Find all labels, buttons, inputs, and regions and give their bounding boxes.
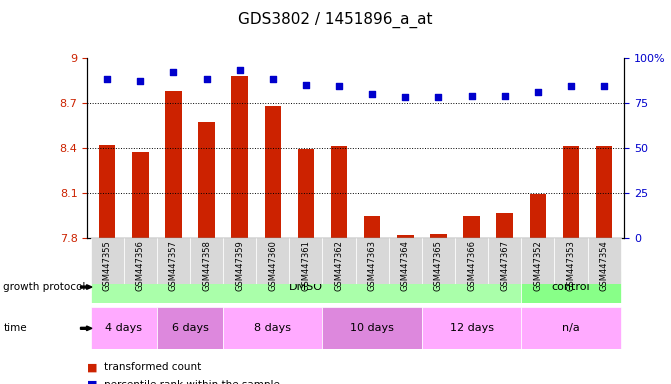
Bar <box>231 76 248 238</box>
Text: GSM447352: GSM447352 <box>533 240 542 291</box>
Point <box>433 94 444 100</box>
Bar <box>529 194 546 238</box>
Bar <box>289 238 323 284</box>
Bar <box>223 307 323 349</box>
Bar <box>422 307 521 349</box>
Bar <box>563 146 579 238</box>
Text: 12 days: 12 days <box>450 323 494 333</box>
Bar <box>298 149 314 238</box>
Point <box>333 83 344 89</box>
Point <box>135 78 146 84</box>
Bar <box>323 307 422 349</box>
Bar <box>91 307 157 349</box>
Bar <box>165 91 182 238</box>
Bar <box>521 307 621 349</box>
Bar <box>157 238 190 284</box>
Text: 10 days: 10 days <box>350 323 394 333</box>
Bar <box>190 238 223 284</box>
Point <box>499 93 510 99</box>
Bar <box>554 238 588 284</box>
Point <box>599 83 609 89</box>
Bar <box>91 271 521 303</box>
Bar <box>389 238 422 284</box>
Text: GDS3802 / 1451896_a_at: GDS3802 / 1451896_a_at <box>238 12 433 28</box>
Text: control: control <box>552 282 590 292</box>
Text: 8 days: 8 days <box>254 323 291 333</box>
Text: GSM447363: GSM447363 <box>368 240 376 291</box>
Text: ■: ■ <box>87 362 98 372</box>
Bar <box>488 238 521 284</box>
Text: GSM447367: GSM447367 <box>501 240 509 291</box>
Bar <box>264 106 281 238</box>
Text: GSM447361: GSM447361 <box>301 240 311 291</box>
Bar <box>323 238 356 284</box>
Text: GSM447358: GSM447358 <box>202 240 211 291</box>
Point <box>234 67 245 73</box>
Point <box>268 76 278 82</box>
Bar <box>588 238 621 284</box>
Bar <box>463 215 480 238</box>
Text: 6 days: 6 days <box>172 323 209 333</box>
Text: DMSO: DMSO <box>289 282 323 292</box>
Bar <box>397 235 413 238</box>
Bar <box>91 238 123 284</box>
Text: growth protocol: growth protocol <box>3 282 86 292</box>
Text: GSM447356: GSM447356 <box>136 240 145 291</box>
Bar <box>132 152 148 238</box>
Text: GSM447357: GSM447357 <box>169 240 178 291</box>
Point <box>102 76 113 82</box>
Point <box>466 93 477 99</box>
Bar <box>223 238 256 284</box>
Bar <box>521 238 554 284</box>
Bar <box>157 307 223 349</box>
Bar <box>331 146 348 238</box>
Text: GSM447355: GSM447355 <box>103 240 111 291</box>
Bar <box>198 122 215 238</box>
Bar <box>123 238 157 284</box>
Point <box>168 69 178 75</box>
Text: GSM447354: GSM447354 <box>600 240 609 291</box>
Text: time: time <box>3 323 27 333</box>
Text: GSM447364: GSM447364 <box>401 240 410 291</box>
Bar <box>422 238 455 284</box>
Text: GSM447365: GSM447365 <box>434 240 443 291</box>
Bar <box>256 238 289 284</box>
Text: GSM447366: GSM447366 <box>467 240 476 291</box>
Bar <box>99 145 115 238</box>
Point <box>400 94 411 100</box>
Text: transformed count: transformed count <box>104 362 201 372</box>
Text: GSM447359: GSM447359 <box>235 240 244 291</box>
Text: percentile rank within the sample: percentile rank within the sample <box>104 380 280 384</box>
Bar <box>430 233 447 238</box>
Point <box>367 91 378 97</box>
Point <box>533 89 544 95</box>
Bar <box>497 212 513 238</box>
Bar <box>356 238 389 284</box>
Text: GSM447360: GSM447360 <box>268 240 277 291</box>
Text: 4 days: 4 days <box>105 323 142 333</box>
Text: GSM447353: GSM447353 <box>566 240 576 291</box>
Point <box>566 83 576 89</box>
Text: n/a: n/a <box>562 323 580 333</box>
Point <box>301 82 311 88</box>
Bar <box>364 215 380 238</box>
Bar <box>596 146 613 238</box>
Bar <box>455 238 488 284</box>
Point <box>201 76 212 82</box>
Bar <box>521 271 621 303</box>
Text: ■: ■ <box>87 380 98 384</box>
Text: GSM447362: GSM447362 <box>335 240 344 291</box>
